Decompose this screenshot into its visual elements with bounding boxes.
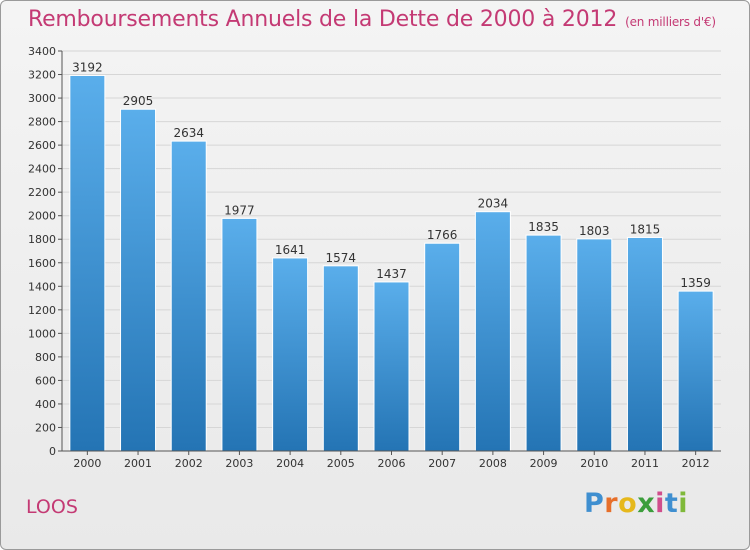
y-tick-label: 1000 xyxy=(28,327,56,340)
data-label: 1574 xyxy=(326,251,357,265)
data-label: 1815 xyxy=(630,222,661,236)
data-label: 1766 xyxy=(427,228,458,242)
data-label: 1977 xyxy=(224,203,255,217)
bar-2012 xyxy=(677,290,714,452)
y-tick-label: 1200 xyxy=(28,304,56,317)
bar-2007 xyxy=(424,242,461,452)
x-tick-label: 2008 xyxy=(479,457,507,470)
y-tick-label: 3000 xyxy=(28,92,56,105)
bar-2000 xyxy=(69,74,106,452)
y-tick-label: 2800 xyxy=(28,116,56,129)
place-name: LOOS xyxy=(26,496,78,518)
bar-2002 xyxy=(170,140,207,452)
bar-2001 xyxy=(120,108,157,452)
y-tick-label: 0 xyxy=(49,445,56,458)
bar-2004 xyxy=(272,257,309,452)
y-tick-label: 3400 xyxy=(28,45,56,58)
y-tick-label: 2000 xyxy=(28,210,56,223)
x-tick-label: 2003 xyxy=(225,457,253,470)
data-label: 1437 xyxy=(376,267,407,281)
x-tick-label: 2005 xyxy=(327,457,355,470)
bar-2006 xyxy=(373,281,410,452)
x-tick-label: 2000 xyxy=(73,457,101,470)
y-tick-label: 2400 xyxy=(28,163,56,176)
y-tick-label: 1400 xyxy=(28,280,56,293)
x-tick-label: 2002 xyxy=(175,457,203,470)
data-label: 1359 xyxy=(680,276,711,290)
data-label: 3192 xyxy=(72,60,103,74)
bar-2011 xyxy=(626,236,663,452)
data-label: 1803 xyxy=(579,224,610,238)
y-tick-label: 800 xyxy=(35,351,56,364)
data-label: 2034 xyxy=(478,197,509,211)
y-tick-label: 2600 xyxy=(28,139,56,152)
data-label: 2634 xyxy=(173,126,204,140)
x-tick-label: 2001 xyxy=(124,457,152,470)
proxiti-logo: Proxiti xyxy=(584,488,689,519)
x-tick-label: 2009 xyxy=(530,457,558,470)
x-tick-label: 2012 xyxy=(682,457,710,470)
x-tick-label: 2004 xyxy=(276,457,304,470)
chart-title-text: Remboursements Annuels de la Dette de 20… xyxy=(28,7,618,32)
y-tick-label: 1800 xyxy=(28,233,56,246)
bars xyxy=(69,74,714,452)
data-label: 1835 xyxy=(528,220,559,234)
y-tick-label: 200 xyxy=(35,421,56,434)
bar-2008 xyxy=(474,211,511,452)
x-tick-label: 2006 xyxy=(378,457,406,470)
y-tick-label: 2200 xyxy=(28,186,56,199)
bar-2009 xyxy=(525,234,562,452)
axes xyxy=(58,50,721,455)
y-tick-label: 1600 xyxy=(28,257,56,270)
data-label: 2905 xyxy=(123,94,154,108)
y-tick-label: 600 xyxy=(35,374,56,387)
chart-title: Remboursements Annuels de la Dette de 20… xyxy=(28,7,716,32)
unit-note: (en milliers d'€) xyxy=(625,15,716,29)
data-label: 1641 xyxy=(275,243,306,257)
labels: 0 200 400 600 800 1000 1200 1400 1600 1800 2000 220… xyxy=(28,45,711,470)
bar-2010 xyxy=(576,238,613,452)
y-tick-label: 400 xyxy=(35,398,56,411)
y-tick-label: 3200 xyxy=(28,69,56,82)
x-tick-label: 2011 xyxy=(631,457,659,470)
x-tick-label: 2010 xyxy=(580,457,608,470)
bar-2005 xyxy=(322,265,359,452)
bar-2003 xyxy=(221,217,258,452)
x-tick-label: 2007 xyxy=(428,457,456,470)
